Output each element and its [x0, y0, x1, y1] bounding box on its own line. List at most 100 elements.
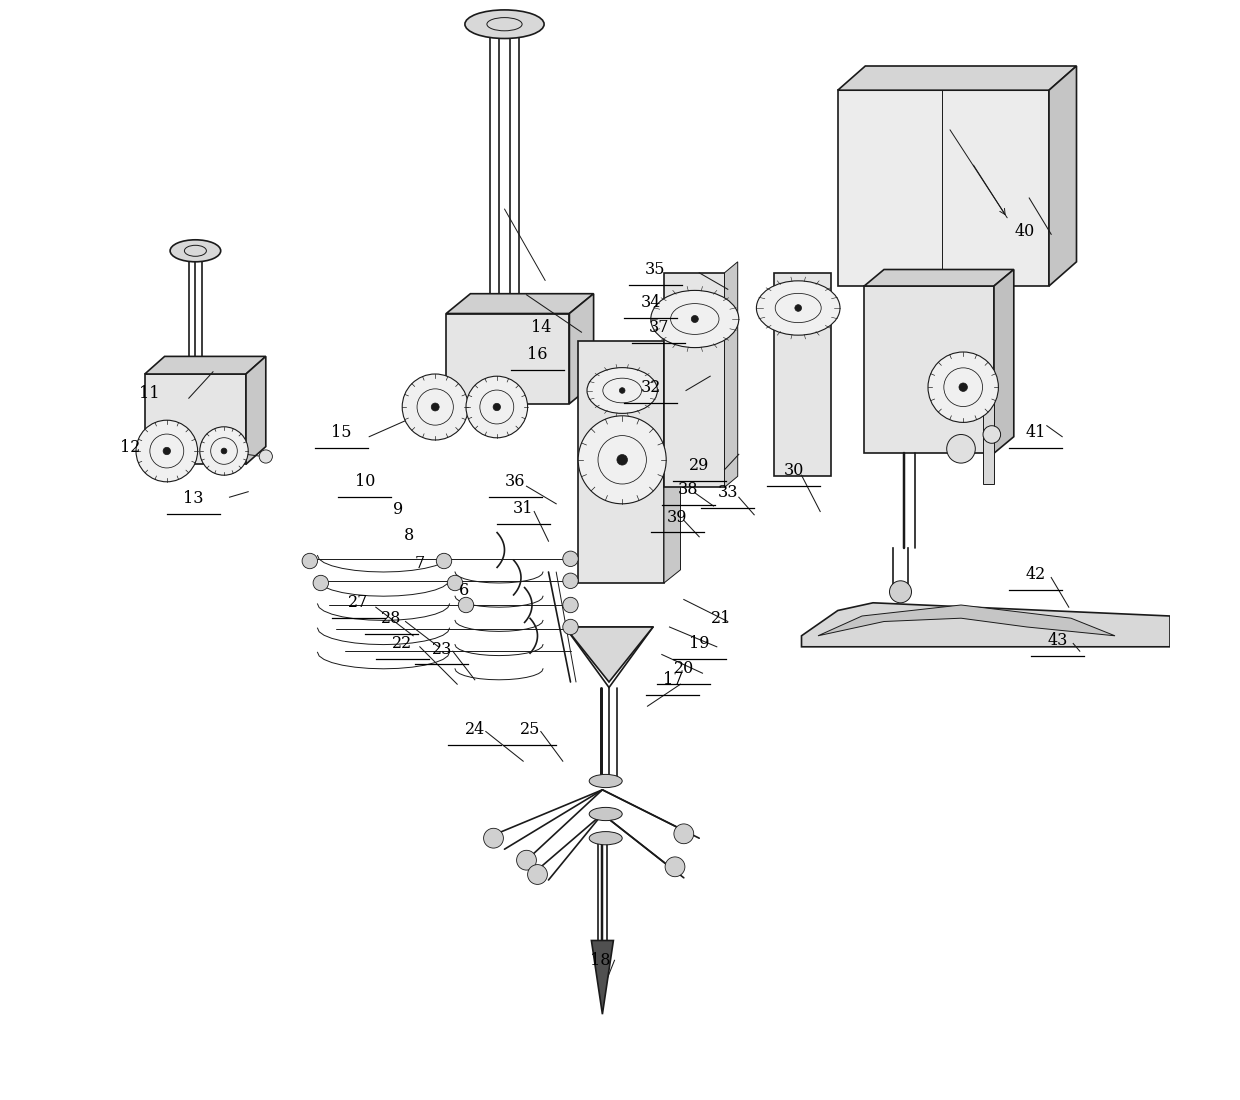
Polygon shape — [864, 270, 1014, 286]
Ellipse shape — [587, 367, 657, 414]
Bar — [145, 374, 246, 464]
Bar — [774, 273, 831, 476]
Text: 18: 18 — [590, 952, 610, 969]
Circle shape — [795, 305, 801, 311]
Ellipse shape — [589, 774, 622, 788]
Text: 14: 14 — [531, 319, 551, 337]
Circle shape — [164, 448, 170, 454]
Circle shape — [928, 352, 998, 422]
Text: 17: 17 — [662, 671, 683, 689]
Text: 34: 34 — [641, 294, 661, 311]
Circle shape — [221, 448, 227, 454]
Circle shape — [459, 597, 474, 613]
Ellipse shape — [170, 240, 221, 262]
Text: 19: 19 — [689, 635, 709, 652]
Bar — [663, 273, 724, 487]
Text: 24: 24 — [465, 720, 485, 738]
Text: 13: 13 — [184, 490, 203, 507]
Text: 33: 33 — [718, 484, 738, 502]
Text: 35: 35 — [645, 261, 666, 278]
Text: 7: 7 — [414, 554, 425, 572]
Circle shape — [563, 619, 578, 635]
Polygon shape — [565, 627, 653, 682]
Text: 22: 22 — [392, 635, 413, 652]
Text: 27: 27 — [348, 594, 368, 612]
Text: 16: 16 — [527, 345, 548, 363]
Circle shape — [494, 404, 501, 410]
Circle shape — [983, 426, 1001, 443]
Circle shape — [402, 374, 469, 440]
Polygon shape — [591, 940, 614, 1014]
Bar — [983, 390, 994, 484]
Polygon shape — [569, 294, 594, 404]
Circle shape — [959, 383, 967, 392]
Circle shape — [618, 454, 627, 465]
Ellipse shape — [589, 832, 622, 845]
Circle shape — [259, 450, 273, 463]
Circle shape — [563, 573, 578, 588]
Text: 21: 21 — [711, 609, 732, 627]
Text: 15: 15 — [331, 424, 352, 441]
Polygon shape — [1049, 66, 1076, 286]
Circle shape — [691, 316, 698, 322]
Circle shape — [466, 376, 527, 438]
Text: 29: 29 — [689, 456, 709, 474]
Polygon shape — [818, 605, 1115, 636]
Circle shape — [620, 387, 625, 394]
Text: 41: 41 — [1025, 424, 1047, 441]
Text: 12: 12 — [120, 439, 140, 456]
Text: 6: 6 — [459, 582, 469, 600]
Ellipse shape — [589, 807, 622, 821]
Circle shape — [578, 416, 666, 504]
Bar — [864, 286, 994, 453]
Circle shape — [303, 553, 317, 569]
Text: 11: 11 — [139, 385, 160, 403]
Ellipse shape — [651, 290, 739, 348]
Text: 30: 30 — [784, 462, 804, 480]
Polygon shape — [994, 270, 1014, 453]
Text: 36: 36 — [505, 473, 526, 491]
Bar — [838, 90, 1049, 286]
Circle shape — [136, 420, 197, 482]
Text: 40: 40 — [1014, 222, 1035, 240]
Text: 32: 32 — [641, 378, 661, 396]
Text: 38: 38 — [678, 481, 698, 498]
Text: 10: 10 — [355, 473, 374, 491]
Circle shape — [484, 828, 503, 848]
Text: 31: 31 — [513, 499, 533, 517]
Polygon shape — [801, 603, 1171, 647]
Circle shape — [563, 597, 578, 613]
Polygon shape — [145, 356, 265, 374]
Text: 28: 28 — [381, 609, 402, 627]
Text: 43: 43 — [1048, 631, 1068, 649]
Text: 23: 23 — [432, 640, 453, 658]
Polygon shape — [446, 294, 594, 313]
Circle shape — [889, 581, 911, 603]
Polygon shape — [838, 66, 1076, 90]
Text: 8: 8 — [404, 527, 414, 544]
Bar — [446, 314, 569, 404]
Ellipse shape — [756, 280, 839, 336]
Polygon shape — [246, 356, 265, 464]
Circle shape — [665, 857, 684, 877]
Polygon shape — [663, 328, 681, 583]
Circle shape — [527, 865, 547, 884]
Circle shape — [673, 824, 693, 844]
Circle shape — [563, 551, 578, 566]
Ellipse shape — [465, 10, 544, 38]
Bar — [578, 341, 663, 583]
Circle shape — [200, 427, 248, 475]
Circle shape — [436, 553, 451, 569]
Circle shape — [448, 575, 463, 591]
Polygon shape — [724, 262, 738, 487]
Circle shape — [946, 434, 976, 463]
Text: 42: 42 — [1025, 565, 1045, 583]
Circle shape — [312, 575, 329, 591]
Circle shape — [432, 403, 439, 411]
Text: 37: 37 — [649, 319, 668, 337]
Circle shape — [517, 850, 537, 870]
Text: 20: 20 — [673, 660, 694, 678]
Text: 39: 39 — [667, 508, 687, 526]
Text: 9: 9 — [393, 500, 403, 518]
Text: 25: 25 — [520, 720, 539, 738]
